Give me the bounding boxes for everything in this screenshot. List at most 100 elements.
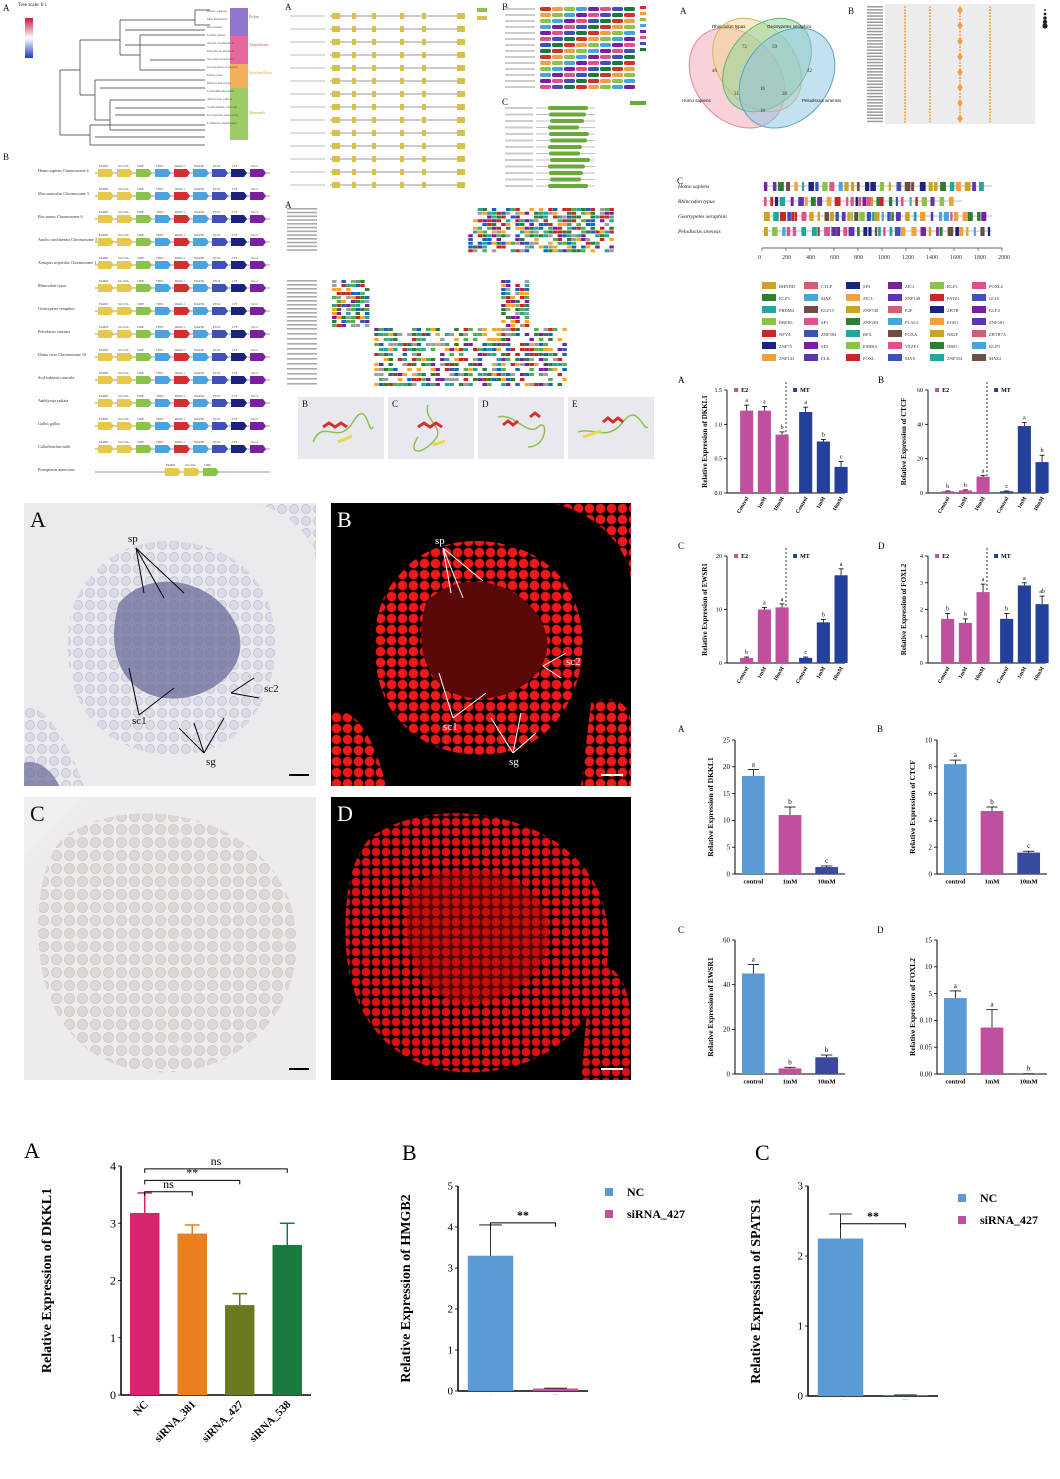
legend-label: siRNA_427 bbox=[980, 1213, 1038, 1227]
gene-arrow bbox=[174, 261, 190, 269]
species-label-placeholder bbox=[290, 106, 325, 108]
tfbs-dot-plot bbox=[867, 4, 1048, 124]
gene-label: SLC25A bbox=[118, 348, 130, 352]
gene-arrow bbox=[231, 307, 247, 315]
residue bbox=[350, 284, 356, 287]
motif-box bbox=[540, 85, 551, 89]
sig-bracket bbox=[490, 1222, 556, 1227]
tfbs-box bbox=[878, 227, 881, 236]
motif-box bbox=[540, 55, 551, 59]
bar bbox=[976, 476, 990, 493]
residue bbox=[458, 373, 464, 376]
legend-label: ZNF384 bbox=[821, 332, 837, 337]
tfbs-box bbox=[895, 197, 899, 206]
residue bbox=[458, 358, 464, 361]
seq-name bbox=[287, 320, 317, 322]
residue bbox=[473, 328, 478, 331]
residue bbox=[336, 292, 342, 295]
residue bbox=[524, 333, 530, 336]
dot bbox=[904, 55, 906, 58]
legend-swatch bbox=[804, 282, 818, 289]
gene-arrow bbox=[136, 169, 152, 177]
gene-arrow bbox=[174, 399, 190, 407]
y-tick-label: 1 bbox=[110, 1331, 116, 1345]
residue bbox=[590, 219, 595, 223]
residue bbox=[557, 230, 563, 234]
y-tick-label: 4 bbox=[448, 1222, 454, 1234]
gene-arrow bbox=[250, 422, 266, 430]
motif-box bbox=[576, 37, 587, 41]
residue bbox=[388, 338, 393, 341]
residue bbox=[515, 292, 520, 295]
residue bbox=[552, 223, 558, 226]
y-tick-label: 40 bbox=[917, 422, 923, 428]
residue bbox=[520, 373, 525, 376]
bar bbox=[740, 657, 754, 663]
svg-text:Bos taurus: Bos taurus bbox=[207, 25, 223, 29]
tfbs-box bbox=[843, 227, 848, 236]
residue bbox=[609, 238, 614, 241]
gene-arrow bbox=[250, 261, 266, 269]
residue bbox=[534, 328, 539, 331]
residue bbox=[505, 280, 511, 283]
tfbs-box bbox=[826, 197, 832, 206]
residue bbox=[491, 378, 497, 381]
sig-letter: b bbox=[1027, 1065, 1031, 1073]
species-label-placeholder bbox=[290, 119, 325, 121]
bar bbox=[775, 434, 789, 493]
motif-box bbox=[588, 55, 599, 59]
sig-letter: b bbox=[822, 432, 825, 438]
residue bbox=[355, 316, 360, 319]
residue bbox=[416, 363, 422, 366]
residue bbox=[491, 373, 497, 376]
gene-arrow bbox=[250, 238, 266, 246]
gene-label: SLC2 bbox=[251, 302, 259, 306]
panel-label-b: B bbox=[848, 6, 855, 16]
residue bbox=[496, 368, 501, 371]
dot bbox=[989, 102, 991, 105]
exon-box bbox=[400, 130, 404, 136]
gene-arrow bbox=[98, 284, 114, 292]
bar bbox=[757, 609, 771, 663]
gene-label: CTF bbox=[232, 348, 238, 352]
dot bbox=[957, 54, 963, 60]
residue bbox=[364, 296, 370, 299]
y-tick-label: 0 bbox=[727, 870, 731, 878]
venn-label-2: Rhincodon typus bbox=[712, 24, 746, 29]
legend-label: MT bbox=[1001, 554, 1011, 560]
tfbs-box bbox=[862, 197, 867, 206]
exon-box bbox=[332, 65, 340, 71]
exon-box bbox=[332, 143, 340, 149]
residue bbox=[501, 296, 506, 299]
residue bbox=[374, 373, 379, 376]
y-tick-label: 0 bbox=[798, 1391, 804, 1403]
legend-swatch bbox=[804, 330, 818, 337]
legend-label: ZNF263 bbox=[863, 320, 879, 325]
residue bbox=[505, 304, 511, 307]
y-tick-label: 1.0 bbox=[715, 422, 723, 428]
residue bbox=[364, 316, 370, 319]
residue bbox=[421, 338, 426, 341]
gene-arrow bbox=[98, 215, 114, 223]
svg-text:59: 59 bbox=[772, 45, 778, 50]
species-label: Xenopus tropicalis Chromosome 1 bbox=[38, 260, 96, 265]
exon-box bbox=[372, 117, 376, 123]
motif-box bbox=[624, 43, 635, 47]
residue bbox=[468, 373, 473, 376]
gene-arrow bbox=[98, 261, 114, 269]
gene-arrow bbox=[212, 422, 228, 430]
residue bbox=[364, 300, 370, 303]
sig-letter: c bbox=[825, 857, 828, 865]
annot-sg: sg bbox=[206, 756, 216, 768]
residue bbox=[473, 373, 478, 376]
legend-label: GLIS bbox=[989, 296, 999, 301]
species-label: Mus musculus Chromosome 5 bbox=[38, 191, 89, 196]
panel-label-c: C bbox=[30, 801, 45, 826]
species-4: Pelodiscus sinensis bbox=[678, 229, 721, 235]
residue bbox=[534, 353, 539, 356]
domain-box bbox=[550, 138, 587, 143]
exon-box bbox=[372, 143, 376, 149]
panel-label: A bbox=[678, 724, 685, 734]
gene-label: TBX5 bbox=[156, 187, 164, 191]
gene-label: CTF bbox=[232, 440, 238, 444]
